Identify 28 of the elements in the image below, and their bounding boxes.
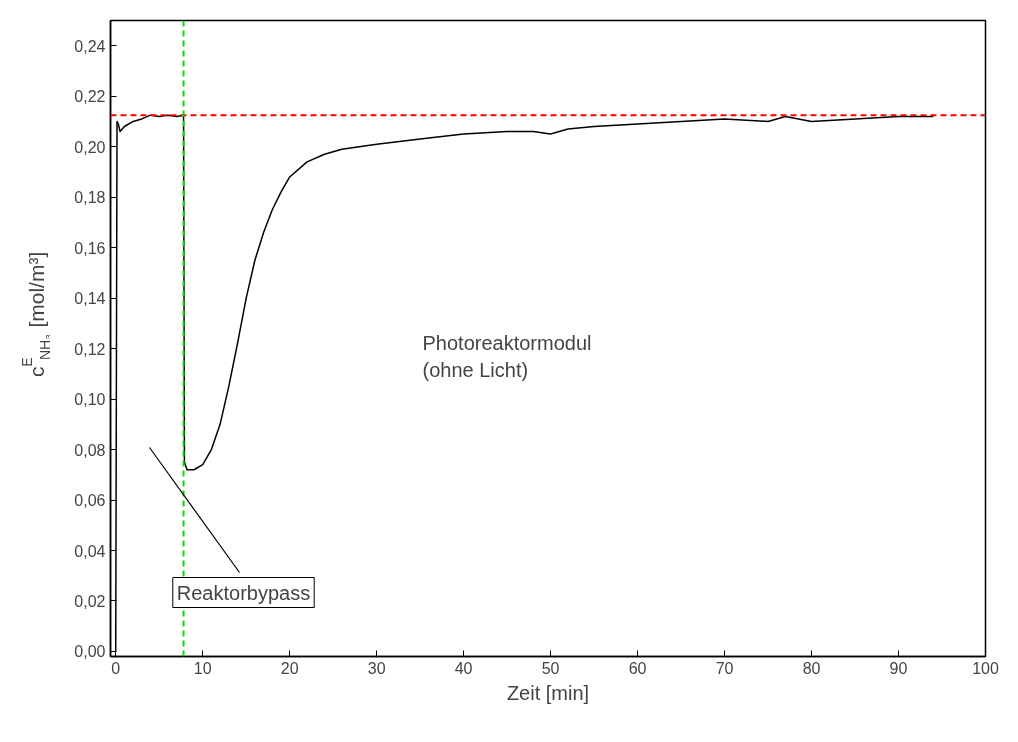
x-tick-label: 50 (541, 659, 560, 677)
x-tick-label: 100 (972, 659, 999, 677)
y-tick-label: 0,24 (74, 37, 106, 55)
y-tick-label: 0,10 (74, 391, 106, 409)
x-tick-label: 20 (280, 659, 299, 677)
y-tick-label: 0,04 (74, 542, 106, 560)
x-tick-label: 70 (715, 659, 734, 677)
y-tick-label: 0,12 (74, 340, 106, 358)
y-tick-label: 0,06 (74, 492, 106, 510)
y-tick-label: 0,22 (74, 88, 106, 106)
y-tick-label: 0,20 (74, 138, 106, 156)
y-axis-title: cENH₃ [mol/m³] (18, 251, 53, 377)
y-tick-label: 0,16 (74, 239, 106, 257)
x-tick-label: 60 (628, 659, 647, 677)
annotation: Photoreaktormodul (ohne Licht) (422, 332, 592, 381)
x-tick-label: 0 (111, 659, 121, 677)
y-tick-label: 0,08 (74, 441, 106, 459)
x-axis-title: Zeit [min] (506, 681, 590, 704)
y-tick-label: 0,14 (74, 290, 106, 308)
y-tick-label: 0,00 (74, 643, 106, 661)
x-tick-label: 30 (367, 659, 386, 677)
x-tick-label: 40 (454, 659, 473, 677)
y-tick-label: 0,18 (74, 189, 106, 207)
annotation: Reaktorbypass (176, 581, 311, 604)
x-tick-label: 90 (889, 659, 908, 677)
x-tick-label: 80 (802, 659, 821, 677)
x-tick-label: 10 (193, 659, 212, 677)
y-tick-label: 0,02 (74, 592, 106, 610)
